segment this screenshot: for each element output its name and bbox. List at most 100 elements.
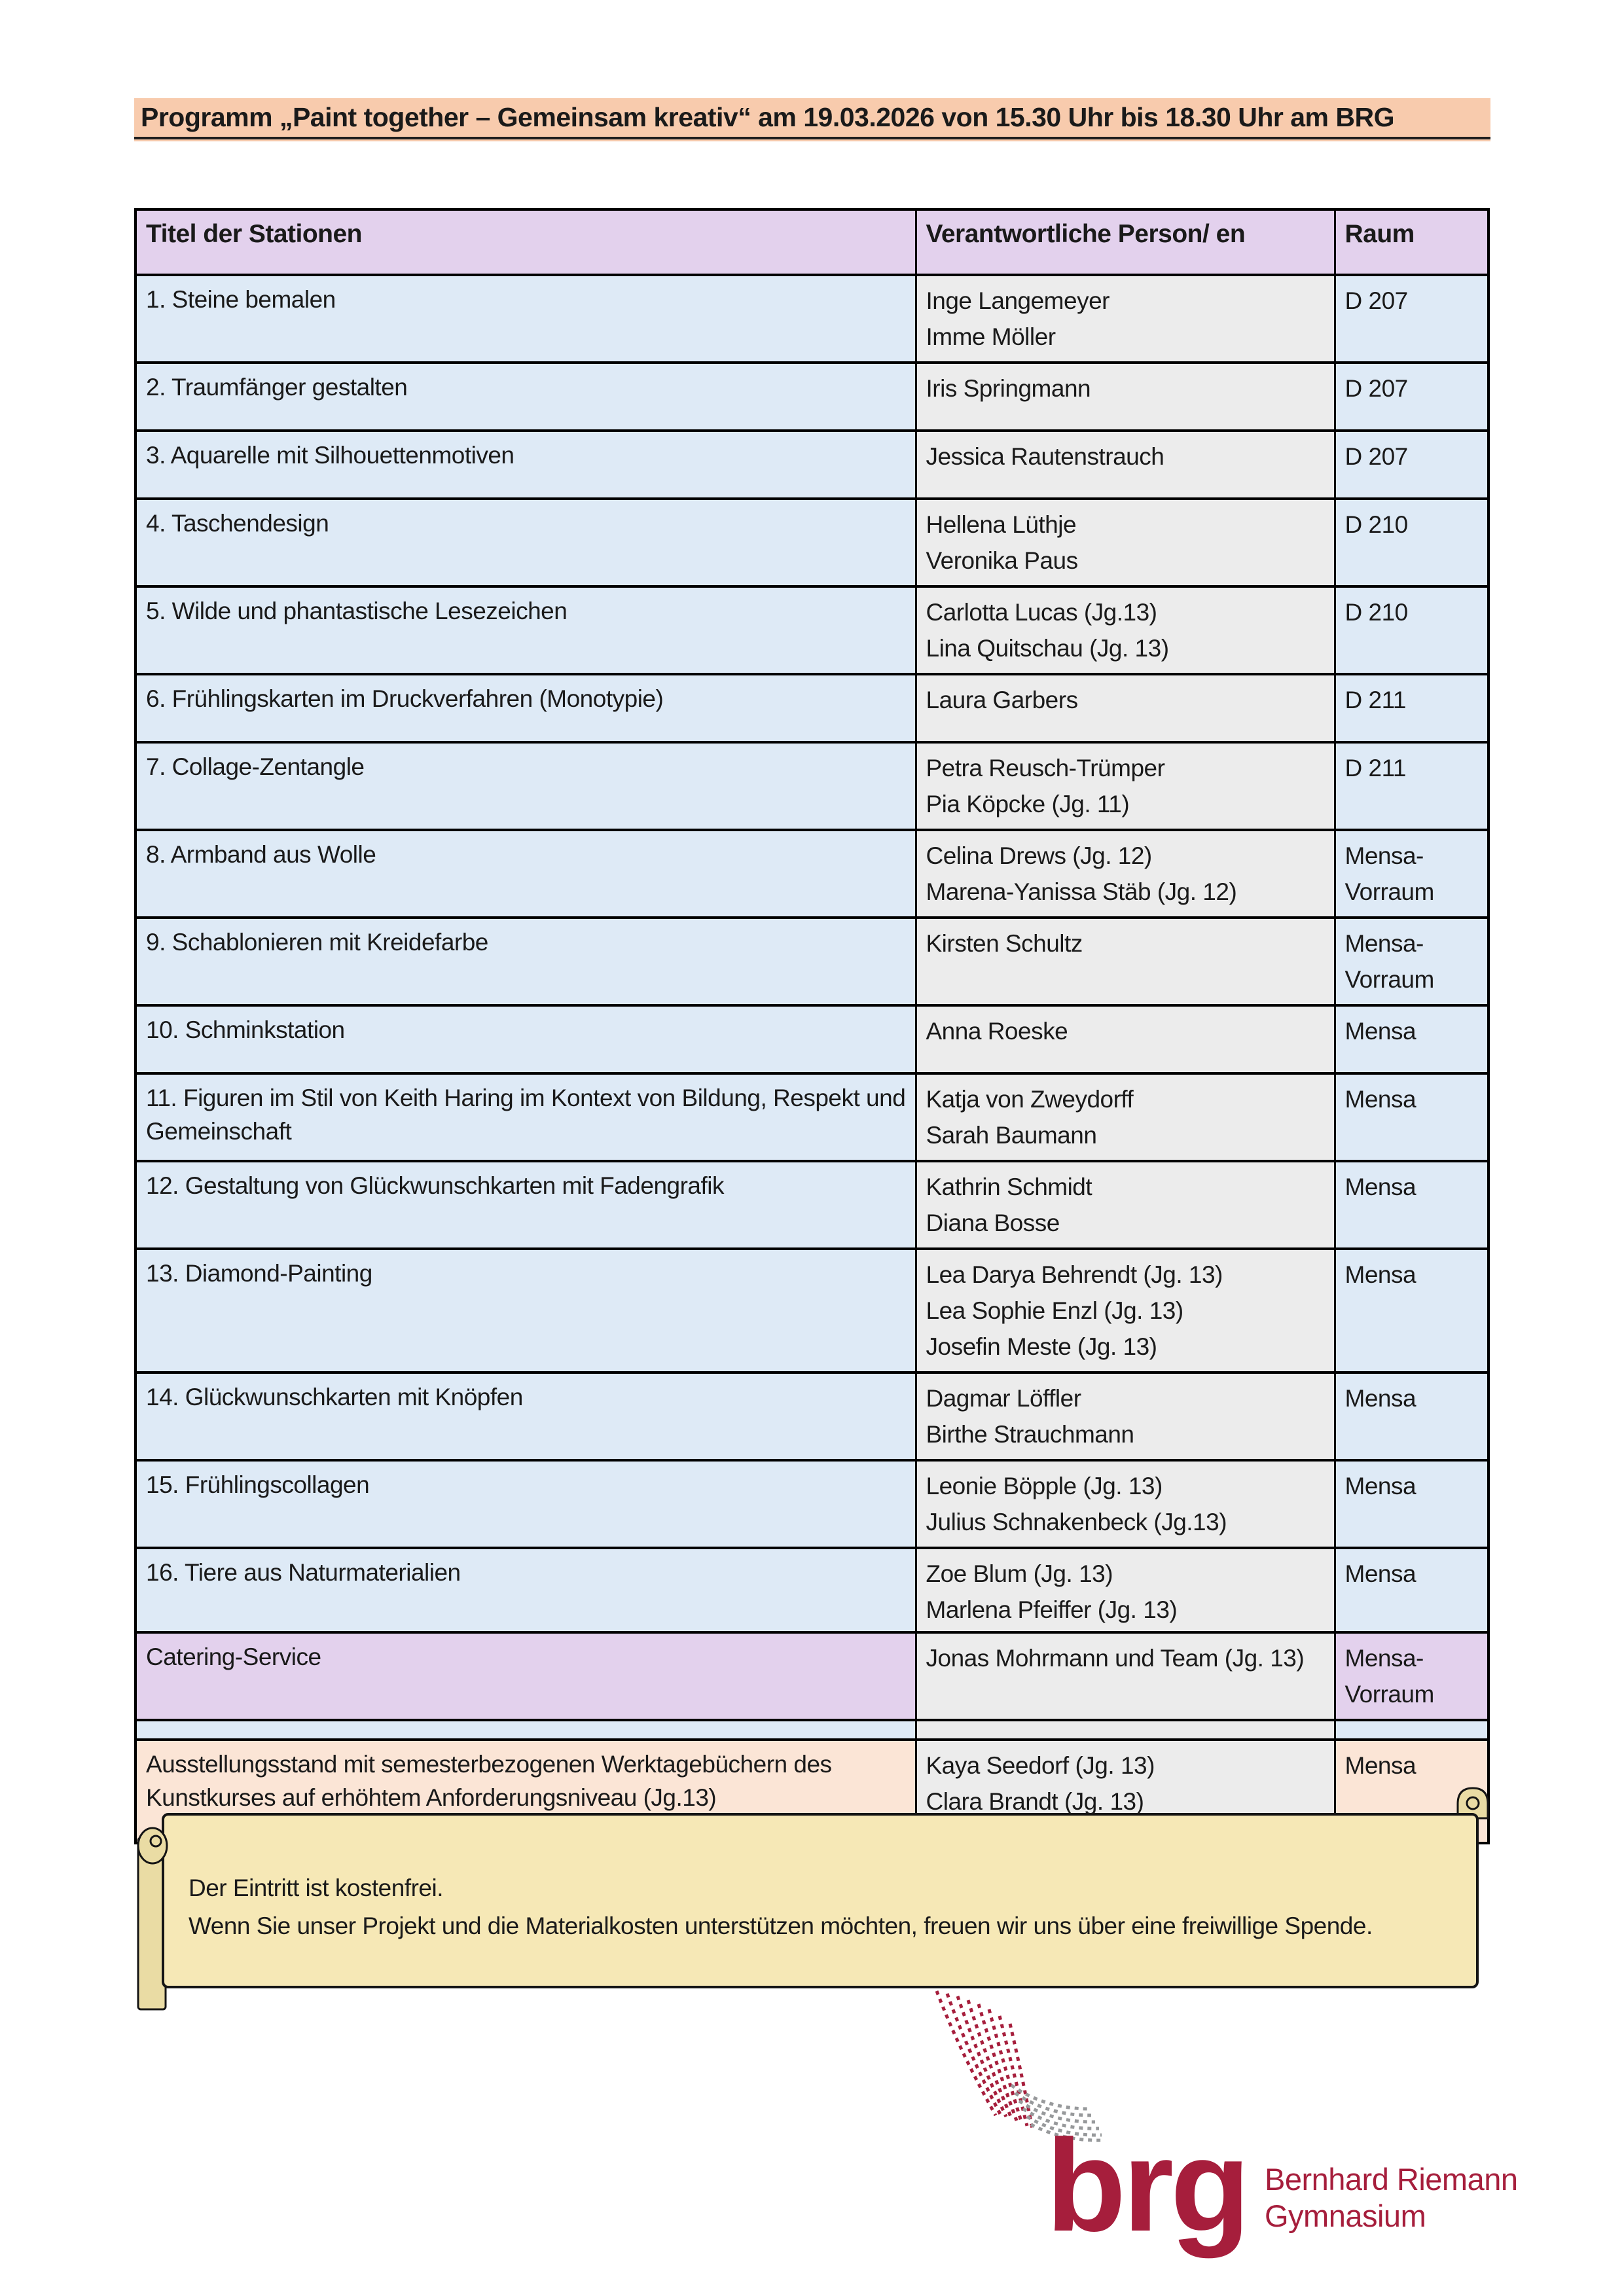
room-cell: D 210 [1333,585,1490,675]
station-title-cell: 12. Gestaltung von Glückwunschkarten mit… [134,1160,917,1250]
room-label: Mensa [1344,1174,1416,1200]
person-line: Jonas Mohrmann und Team (Jg. 13) [926,1645,1305,1672]
station-title: 9. Schablonieren mit Kreidefarbe [146,929,488,956]
scroll-right-curl-spiral [1466,1796,1480,1810]
person-line: Clara Brandt (Jg. 13) [926,1788,1144,1815]
room-label: D 207 [1344,287,1409,314]
room-label: Mensa [1344,1473,1416,1499]
scroll-right-curl [1456,1787,1489,1820]
room-label: Mensa [1344,1261,1416,1288]
persons-cell: Hellena Lüthje Veronika Paus [914,497,1336,588]
catering-room-cell: Mensa-Vorraum [1333,1631,1490,1721]
person-line: Jessica Rautenstrauch [926,443,1164,470]
station-title-cell: 15. Frühlingscollagen [134,1459,917,1549]
person-line: Inge Langemeyer [926,287,1110,314]
room-label: Mensa-Vorraum [1344,930,1435,993]
table-row: 10. Schminkstation Anna Roeske Mensa [134,1004,1490,1075]
station-title-cell: 13. Diamond-Painting [134,1247,917,1374]
person-line: Marena-Yanissa Stäb (Jg. 12) [926,878,1237,905]
admission-note-line: Der Eintritt ist kostenfrei. [189,1874,444,1901]
person-line: Lea Darya Behrendt (Jg. 13) [926,1261,1223,1288]
school-name: Bernhard Riemann Gymnasium [1265,2161,1518,2234]
person-line: Kaya Seedorf (Jg. 13) [926,1752,1155,1779]
persons-cell: Celina Drews (Jg. 12) Marena-Yanissa Stä… [914,829,1336,919]
table-header-row: Titel der Stationen Verantwortliche Pers… [134,208,1490,276]
person-line: Hellena Lüthje [926,511,1077,538]
station-title: 7. Collage-Zentangle [146,753,365,780]
station-title: 15. Frühlingscollagen [146,1471,370,1498]
scroll-left-curl-spiral [149,1835,162,1848]
room-label: Mensa-Vorraum [1344,842,1435,905]
person-line: Lea Sophie Enzl (Jg. 13) [926,1297,1184,1324]
person-line: Carlotta Lucas (Jg.13) [926,599,1158,626]
persons-cell: Kathrin Schmidt Diana Bosse [914,1160,1336,1250]
room-label: Mensa [1344,1752,1416,1779]
persons-cell: Kirsten Schultz [914,916,1336,1007]
station-title-cell: 11. Figuren im Stil von Keith Haring im … [134,1072,917,1162]
station-title: 3. Aquarelle mit Silhouettenmotiven [146,442,514,469]
catering-table: Catering-Service Jonas Mohrmann und Team… [134,1631,1490,1721]
scroll-body [162,1813,1479,1988]
person-line: Celina Drews (Jg. 12) [926,842,1153,869]
room-cell: D 210 [1333,497,1490,588]
persons-cell: Katja von Zweydorff Sarah Baumann [914,1072,1336,1162]
person-line: Diana Bosse [926,1210,1060,1236]
header-cell-person: Verantwortliche Person/ en [914,208,1336,276]
station-title: 12. Gestaltung von Glückwunschkarten mit… [146,1172,725,1199]
table-row: 9. Schablonieren mit Kreidefarbe Kirsten… [134,916,1490,1007]
persons-cell: Dagmar Löffler Birthe Strauchmann [914,1371,1336,1462]
person-line: Iris Springmann [926,375,1091,402]
person-line: Kirsten Schultz [926,930,1083,957]
station-title-cell: 1. Steine bemalen [134,274,917,364]
station-title-cell: 9. Schablonieren mit Kreidefarbe [134,916,917,1007]
persons-cell: Anna Roeske [914,1004,1336,1075]
table-row: 11. Figuren im Stil von Keith Haring im … [134,1072,1490,1162]
room-label: Mensa [1344,1560,1416,1587]
room-cell: D 207 [1333,429,1490,500]
station-title-cell: 2. Traumfänger gestalten [134,361,917,432]
persons-cell: Leonie Böpple (Jg. 13) Julius Schnakenbe… [914,1459,1336,1549]
brg-swirl-icon [935,1990,1105,2142]
persons-cell: Laura Garbers [914,673,1336,744]
room-label: Mensa [1344,1385,1416,1412]
school-name-line: Gymnasium [1265,2198,1426,2233]
person-line: Petra Reusch-Trümper [926,755,1165,781]
person-line: Leonie Böpple (Jg. 13) [926,1473,1163,1499]
station-title-cell: 14. Glückwunschkarten mit Knöpfen [134,1371,917,1462]
table-row: 7. Collage-Zentangle Petra Reusch-Trümpe… [134,741,1490,831]
room-cell: D 211 [1333,741,1490,831]
person-line: Kathrin Schmidt [926,1174,1092,1200]
person-line: Julius Schnakenbeck (Jg.13) [926,1509,1227,1535]
person-line: Pia Köpcke (Jg. 11) [926,791,1130,817]
persons-cell: Lea Darya Behrendt (Jg. 13) Lea Sophie E… [914,1247,1336,1374]
station-title: 5. Wilde und phantastische Lesezeichen [146,598,568,624]
person-line: Lina Quitschau (Jg. 13) [926,635,1170,662]
admission-note: Der Eintritt ist kostenfrei. Wenn Sie un… [189,1869,1373,1945]
catering-row: Catering-Service Jonas Mohrmann und Team… [134,1631,1490,1721]
room-cell: Mensa [1333,1459,1490,1549]
school-name-line: Bernhard Riemann [1265,2162,1518,2197]
stations-table: Titel der Stationen Verantwortliche Pers… [134,208,1490,1844]
room-label: D 207 [1344,375,1409,402]
header-cell-title: Titel der Stationen [134,208,917,276]
person-line: Josefin Meste (Jg. 13) [926,1333,1157,1360]
room-label: Mensa-Vorraum [1344,1645,1435,1708]
room-cell: D 207 [1333,274,1490,364]
person-line: Katja von Zweydorff [926,1086,1134,1113]
table-row: 8. Armband aus Wolle Celina Drews (Jg. 1… [134,829,1490,919]
room-cell: Mensa-Vorraum [1333,916,1490,1007]
swirl-gray-dashes [1010,2083,1105,2142]
room-cell: Mensa [1333,1247,1490,1374]
room-label: Mensa [1344,1086,1416,1113]
room-cell: Mensa [1333,1004,1490,1075]
person-line: Marlena Pfeiffer (Jg. 13) [926,1596,1178,1623]
station-title-cell: 5. Wilde und phantastische Lesezeichen [134,585,917,675]
table-row: 2. Traumfänger gestalten Iris Springmann… [134,361,1490,432]
catering-persons-cell: Jonas Mohrmann und Team (Jg. 13) [914,1631,1336,1721]
persons-cell: Carlotta Lucas (Jg.13) Lina Quitschau (J… [914,585,1336,675]
room-cell: Mensa [1333,1072,1490,1162]
table-row: 3. Aquarelle mit Silhouettenmotiven Jess… [134,429,1490,500]
person-line: Imme Möller [926,323,1056,350]
room-label: D 211 [1344,755,1407,781]
